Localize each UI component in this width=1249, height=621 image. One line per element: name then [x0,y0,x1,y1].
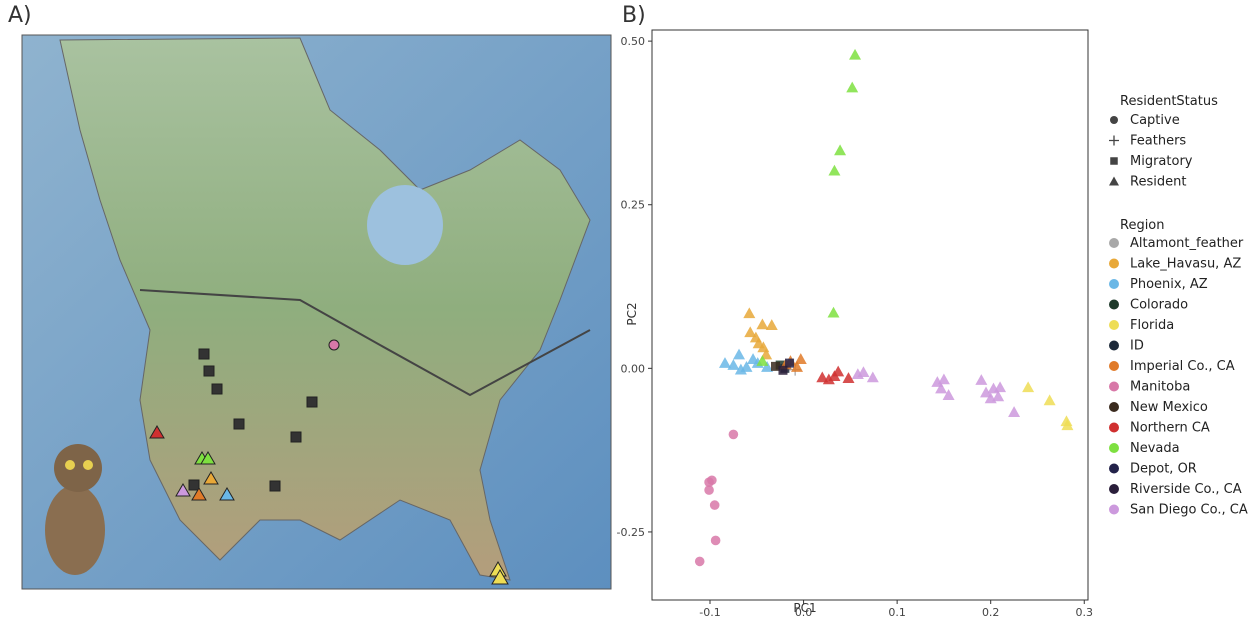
point [828,165,840,176]
legend-label: Riverside Co., CA [1130,482,1242,497]
x-tick-label: 0.1 [888,606,906,617]
y-tick-label: 0.00 [621,362,646,375]
legend-label: Altamont_feather [1130,236,1244,251]
legend-symbol [1109,505,1119,515]
legend-symbol [1110,116,1118,124]
point [849,49,861,60]
legend-title: ResidentStatus [1120,94,1218,109]
legend-symbol [1109,320,1119,330]
point [832,366,844,377]
x-tick-label: -0.1 [699,606,720,617]
legend-label: Phoenix, AZ [1130,277,1208,292]
figure: A) B) PC1 PC2 -0.10.00.10.20.3-0.250.000… [0,0,1249,617]
point [733,349,745,360]
legend-label: Resident [1130,175,1186,190]
point [710,500,720,510]
point [756,318,768,329]
legend-label: Lake_Havasu, AZ [1130,257,1241,272]
point [743,307,755,318]
legend-label: Florida [1130,318,1174,333]
point [975,374,987,385]
point [1008,406,1020,417]
point [719,357,731,368]
x-tick-label: 0.3 [1076,606,1094,617]
legend-symbol [1109,341,1119,351]
point [778,366,787,375]
legend-symbol [1109,464,1119,474]
point [938,373,950,384]
legend-symbol [1109,484,1119,494]
point [729,430,739,440]
legend-label: Manitoba [1130,380,1190,395]
legend-label: Colorado [1130,298,1188,313]
legend-symbol [1109,136,1119,146]
legend-symbol [1109,423,1119,433]
hudson-bay [367,185,443,265]
legend-symbol [1109,279,1119,289]
point [1044,394,1056,405]
point [766,319,778,330]
y-tick-label: 0.50 [621,35,646,48]
map [22,35,611,589]
legend-symbol [1109,238,1119,248]
panel-label: A) [8,3,32,28]
legend-label: Migratory [1130,154,1193,169]
legend-label: ID [1130,339,1144,354]
y-axis-label: PC2 [625,302,639,325]
legend-label: Depot, OR [1130,462,1197,477]
point [695,557,705,567]
legend-symbol [1109,300,1119,310]
point [711,536,721,546]
y-tick-label: 0.25 [621,199,646,212]
legend-label: New Mexico [1130,400,1208,415]
legend-title: Region [1120,218,1165,233]
point [846,82,858,93]
point [828,307,840,318]
legend-label: Imperial Co., CA [1130,359,1235,374]
legend-label: Nevada [1130,441,1180,456]
legend-label: San Diego Co., CA [1130,503,1248,518]
legend-symbol [1109,443,1119,453]
point [834,144,846,155]
point [994,381,1006,392]
legend-symbol [1109,382,1119,392]
point [727,359,739,370]
x-tick-label: 0.0 [795,606,813,617]
legend-symbol [1110,157,1118,165]
legend-label: Captive [1130,113,1180,128]
panel-label: B) [622,3,646,28]
x-tick-label: 0.2 [982,606,1000,617]
legend-symbol [1109,177,1119,186]
legend-label: Northern CA [1130,421,1210,436]
legend-symbol [1109,402,1119,412]
plot-frame [652,30,1088,600]
legend-symbol [1109,361,1119,371]
point [1022,381,1034,392]
y-tick-label: -0.25 [617,526,645,539]
legend-label: Feathers [1130,134,1186,149]
legend-symbol [1109,259,1119,269]
point [704,477,714,487]
